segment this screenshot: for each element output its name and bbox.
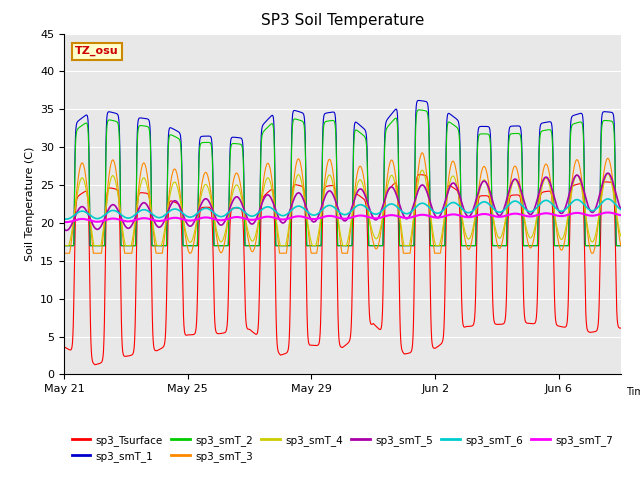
sp3_Tsurface [148, 278, 156, 284]
sp3_smT_3 [114, 184, 122, 190]
sp3_smT_5 [148, 212, 156, 218]
sp3_smT_4 [262, 177, 270, 182]
sp3_smT_1 [545, 119, 553, 125]
sp3_smT_4 [184, 236, 191, 241]
sp3_smT_7 [184, 217, 191, 223]
sp3_smT_3 [419, 150, 426, 156]
Line: sp3_smT_7: sp3_smT_7 [64, 213, 621, 222]
sp3_smT_2 [60, 243, 68, 249]
sp3_Tsurface [416, 172, 424, 178]
sp3_smT_1 [617, 243, 625, 249]
sp3_smT_2 [184, 243, 191, 249]
sp3_smT_7 [545, 211, 553, 216]
sp3_smT_4 [148, 212, 156, 218]
sp3_smT_7 [148, 217, 156, 223]
sp3_smT_4 [61, 243, 68, 249]
sp3_smT_6 [148, 211, 156, 216]
sp3_smT_3 [60, 251, 68, 256]
Line: sp3_smT_2: sp3_smT_2 [64, 110, 621, 246]
sp3_smT_6 [115, 209, 122, 215]
sp3_smT_1 [360, 126, 368, 132]
sp3_smT_1 [415, 97, 422, 103]
sp3_smT_6 [262, 204, 270, 210]
Text: TZ_osu: TZ_osu [75, 46, 119, 56]
sp3_smT_5 [63, 228, 70, 233]
sp3_smT_5 [60, 226, 68, 232]
sp3_smT_2 [262, 126, 270, 132]
sp3_smT_7 [262, 214, 270, 220]
sp3_smT_6 [545, 198, 553, 204]
sp3_Tsurface [545, 188, 553, 194]
sp3_smT_5 [115, 208, 122, 214]
Line: sp3_smT_1: sp3_smT_1 [64, 100, 621, 246]
sp3_smT_4 [545, 181, 553, 187]
sp3_smT_3 [545, 169, 553, 175]
Text: Time: Time [627, 387, 640, 397]
sp3_smT_5 [545, 178, 553, 183]
Y-axis label: Soil Temperature (C): Soil Temperature (C) [24, 147, 35, 261]
sp3_Tsurface [360, 197, 368, 203]
sp3_smT_1 [114, 112, 122, 118]
sp3_smT_7 [360, 213, 368, 219]
sp3_smT_6 [360, 203, 368, 209]
sp3_smT_3 [617, 243, 625, 249]
Line: sp3_smT_4: sp3_smT_4 [64, 170, 621, 246]
Title: SP3 Soil Temperature: SP3 Soil Temperature [260, 13, 424, 28]
Line: sp3_Tsurface: sp3_Tsurface [64, 175, 621, 365]
sp3_smT_4 [115, 193, 122, 199]
sp3_Tsurface [617, 325, 625, 331]
sp3_Tsurface [184, 332, 191, 338]
Line: sp3_smT_5: sp3_smT_5 [64, 173, 621, 230]
sp3_smT_7 [617, 212, 625, 218]
sp3_smT_6 [184, 214, 191, 219]
sp3_smT_5 [617, 206, 625, 212]
sp3_smT_4 [617, 233, 625, 239]
sp3_smT_5 [184, 222, 191, 228]
sp3_smT_1 [148, 203, 156, 208]
sp3_smT_5 [262, 192, 270, 198]
sp3_Tsurface [262, 191, 270, 197]
Line: sp3_smT_3: sp3_smT_3 [64, 153, 621, 253]
Line: sp3_smT_6: sp3_smT_6 [64, 199, 621, 219]
sp3_smT_5 [360, 191, 368, 196]
sp3_smT_2 [415, 107, 423, 113]
sp3_smT_1 [184, 243, 191, 249]
sp3_smT_1 [262, 119, 270, 124]
sp3_smT_1 [60, 243, 68, 249]
sp3_smT_2 [360, 133, 368, 139]
sp3_smT_7 [63, 219, 70, 225]
sp3_smT_2 [617, 243, 625, 249]
sp3_smT_7 [115, 216, 122, 222]
sp3_smT_3 [184, 244, 191, 250]
sp3_Tsurface [91, 362, 99, 368]
sp3_smT_2 [148, 204, 156, 210]
sp3_smT_6 [604, 196, 612, 202]
sp3_smT_4 [360, 187, 368, 192]
sp3_smT_5 [604, 170, 612, 176]
sp3_smT_3 [148, 210, 156, 216]
sp3_smT_3 [262, 164, 270, 169]
sp3_smT_2 [545, 127, 553, 132]
sp3_smT_6 [63, 216, 70, 222]
sp3_smT_2 [114, 120, 122, 126]
sp3_smT_4 [60, 240, 68, 246]
sp3_smT_7 [60, 219, 68, 225]
sp3_smT_3 [360, 176, 368, 182]
sp3_Tsurface [115, 190, 122, 196]
Legend: sp3_Tsurface, sp3_smT_1, sp3_smT_2, sp3_smT_3, sp3_smT_4, sp3_smT_5, sp3_smT_6, : sp3_Tsurface, sp3_smT_1, sp3_smT_2, sp3_… [68, 431, 617, 466]
sp3_smT_7 [604, 210, 612, 216]
sp3_Tsurface [60, 344, 68, 349]
sp3_smT_6 [60, 216, 68, 222]
sp3_smT_4 [419, 167, 426, 173]
sp3_smT_6 [617, 207, 625, 213]
